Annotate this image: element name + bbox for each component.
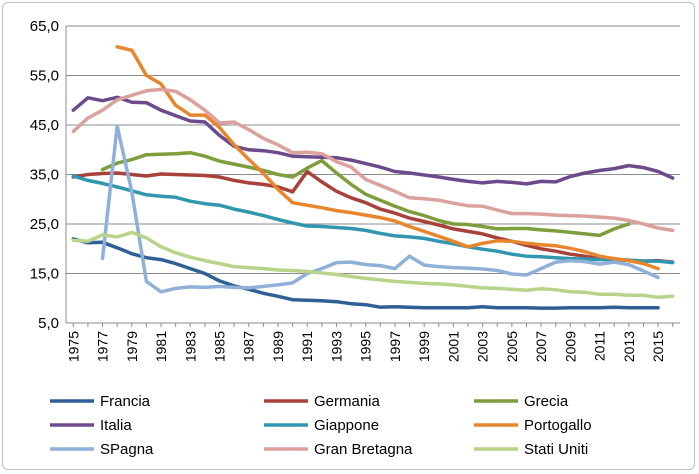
- x-tick-label: 1999: [416, 331, 432, 362]
- x-tick-label: 2001: [445, 331, 461, 362]
- x-tick-label: 1983: [182, 331, 198, 362]
- x-tick-label: 1997: [387, 331, 403, 362]
- series-line-grecia: [100, 150, 631, 238]
- series-line-spagna: [100, 124, 660, 294]
- legend-label-grecia: Grecia: [524, 393, 569, 410]
- y-tick-label: 45,0: [30, 117, 59, 134]
- x-tick-label: 1981: [153, 331, 169, 362]
- x-tick-label: 2015: [650, 331, 666, 362]
- x-tick-label: 1975: [65, 331, 81, 362]
- y-tick-labels: 5,0 15,0 25,0 35,0 45,0 55,0 65,0: [30, 18, 59, 332]
- axes: [65, 26, 680, 327]
- y-tick-label: 25,0: [30, 216, 59, 233]
- x-tick-label: 1985: [212, 331, 228, 362]
- x-tick-label: 1991: [299, 331, 315, 362]
- series-line-portogallo: [115, 45, 660, 271]
- series-line-giappone: [71, 174, 675, 265]
- x-tick-label: 1993: [328, 331, 344, 362]
- x-tick-label: 1995: [358, 331, 374, 362]
- y-tick-label: 5,0: [38, 315, 59, 332]
- series-line-italia: [71, 95, 675, 186]
- legend-label-giappone: Giappone: [314, 417, 379, 434]
- series-line-germania: [71, 169, 675, 264]
- x-tick-label: 2003: [475, 331, 491, 362]
- x-tick-label: 2009: [562, 331, 578, 362]
- series-lines: [71, 45, 675, 310]
- x-tick-label: 1987: [241, 331, 257, 362]
- x-tick-label: 2013: [621, 331, 637, 362]
- x-tick-label: 2005: [504, 331, 520, 362]
- x-tick-labels: 1975 1977 1979 1981 1983 1985 1987 1989 1991 1993…: [65, 331, 666, 362]
- gridlines: [66, 25, 680, 274]
- legend-label-italia: Italia: [100, 417, 132, 434]
- x-tick-label: 1979: [124, 331, 140, 362]
- series-line-stati-uniti: [71, 230, 675, 300]
- y-tick-label: 35,0: [30, 167, 59, 184]
- x-tick-label: 1977: [95, 331, 111, 362]
- legend-label-stati-uniti: Stati Uniti: [524, 441, 588, 458]
- series-line-francia: [71, 237, 660, 310]
- x-tick-label: 2007: [533, 331, 549, 362]
- y-tick-label: 65,0: [30, 18, 59, 35]
- y-tick-label: 15,0: [30, 266, 59, 283]
- legend-label-gran-bretagna: Gran Bretagna: [314, 441, 413, 458]
- legend-label-germania: Germania: [314, 393, 381, 410]
- legend-label-spagna: SPagna: [100, 441, 154, 458]
- x-tick-label: 1989: [270, 331, 286, 362]
- legend-label-portogallo: Portogallo: [524, 417, 592, 434]
- y-tick-label: 55,0: [30, 68, 59, 85]
- series-line-gran-bretagna: [71, 87, 675, 233]
- legend-label-francia: Francia: [100, 393, 151, 410]
- legend: Francia Germania Grecia Italia Giappone Porto…: [50, 393, 592, 458]
- x-tick-label: 2011: [592, 331, 608, 361]
